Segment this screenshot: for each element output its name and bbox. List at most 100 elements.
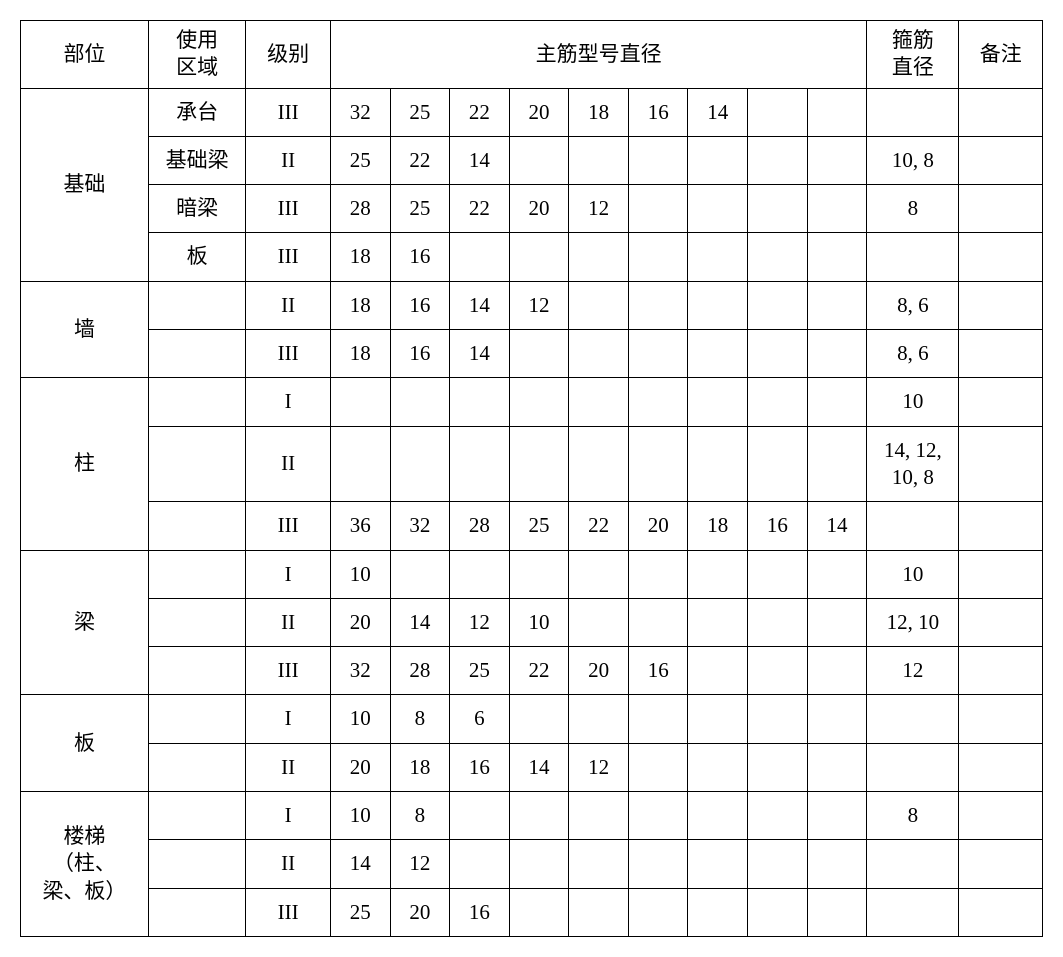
cell-rebar	[748, 426, 808, 502]
cell-rebar: 14	[450, 281, 510, 329]
cell-level: II	[246, 743, 331, 791]
rebar-spec-table: 部位 使用区域 级别 主筋型号直径 箍筋直径 备注 基础承台III3225222…	[20, 20, 1043, 937]
cell-rebar	[450, 426, 510, 502]
cell-rebar	[748, 743, 808, 791]
cell-area	[148, 647, 246, 695]
cell-remark	[959, 695, 1043, 743]
cell-rebar: 20	[628, 502, 688, 550]
cell-part: 板	[21, 695, 149, 792]
cell-area	[148, 281, 246, 329]
cell-rebar: 14	[330, 840, 390, 888]
table-header: 部位 使用区域 级别 主筋型号直径 箍筋直径 备注	[21, 21, 1043, 89]
table-row: III32282522201612	[21, 647, 1043, 695]
cell-remark	[959, 88, 1043, 136]
cell-rebar	[569, 695, 629, 743]
cell-level: I	[246, 378, 331, 426]
table-body: 基础承台III32252220181614基础梁II25221410, 8暗梁I…	[21, 88, 1043, 936]
table-row: 板I1086	[21, 695, 1043, 743]
cell-rebar	[509, 136, 569, 184]
cell-rebar	[688, 378, 748, 426]
cell-area	[148, 840, 246, 888]
cell-rebar	[748, 792, 808, 840]
cell-remark	[959, 281, 1043, 329]
cell-stirrup	[867, 840, 959, 888]
cell-rebar: 32	[330, 647, 390, 695]
cell-area: 暗梁	[148, 185, 246, 233]
cell-rebar	[688, 840, 748, 888]
cell-rebar	[688, 743, 748, 791]
cell-rebar: 16	[390, 281, 450, 329]
cell-rebar: 20	[390, 888, 450, 936]
cell-rebar	[688, 185, 748, 233]
cell-rebar	[748, 550, 808, 598]
cell-rebar	[628, 888, 688, 936]
cell-rebar	[330, 426, 390, 502]
cell-rebar	[807, 281, 867, 329]
cell-rebar	[807, 647, 867, 695]
cell-rebar: 20	[569, 647, 629, 695]
cell-rebar	[688, 233, 748, 281]
cell-rebar	[509, 550, 569, 598]
table-row: III363228252220181614	[21, 502, 1043, 550]
cell-level: I	[246, 550, 331, 598]
cell-rebar	[748, 88, 808, 136]
cell-level: II	[246, 840, 331, 888]
cell-rebar	[807, 378, 867, 426]
cell-rebar: 10	[330, 550, 390, 598]
cell-rebar	[688, 695, 748, 743]
cell-level: II	[246, 281, 331, 329]
cell-stirrup: 8	[867, 792, 959, 840]
cell-rebar	[807, 233, 867, 281]
cell-rebar: 16	[390, 233, 450, 281]
cell-level: III	[246, 502, 331, 550]
cell-rebar: 28	[390, 647, 450, 695]
cell-rebar	[628, 233, 688, 281]
cell-remark	[959, 792, 1043, 840]
cell-rebar	[509, 378, 569, 426]
cell-rebar: 12	[390, 840, 450, 888]
cell-rebar	[509, 426, 569, 502]
cell-rebar	[688, 598, 748, 646]
cell-remark	[959, 330, 1043, 378]
cell-rebar	[807, 792, 867, 840]
cell-stirrup: 10	[867, 378, 959, 426]
cell-rebar	[748, 330, 808, 378]
cell-rebar	[569, 840, 629, 888]
cell-rebar: 14	[390, 598, 450, 646]
cell-area: 板	[148, 233, 246, 281]
cell-rebar	[628, 185, 688, 233]
cell-rebar: 8	[390, 792, 450, 840]
cell-rebar	[450, 233, 510, 281]
cell-remark	[959, 598, 1043, 646]
cell-remark	[959, 502, 1043, 550]
cell-area	[148, 426, 246, 502]
cell-rebar	[628, 550, 688, 598]
cell-area	[148, 598, 246, 646]
cell-part: 柱	[21, 378, 149, 550]
cell-rebar	[450, 378, 510, 426]
cell-rebar	[509, 888, 569, 936]
cell-rebar: 16	[450, 888, 510, 936]
cell-rebar: 12	[569, 743, 629, 791]
cell-rebar: 16	[628, 647, 688, 695]
cell-area	[148, 888, 246, 936]
cell-area	[148, 378, 246, 426]
cell-part: 楼梯（柱、梁、板）	[21, 792, 149, 937]
cell-rebar	[807, 888, 867, 936]
cell-rebar: 36	[330, 502, 390, 550]
cell-rebar: 25	[330, 888, 390, 936]
cell-rebar: 14	[509, 743, 569, 791]
cell-rebar	[390, 550, 450, 598]
cell-rebar: 20	[509, 88, 569, 136]
cell-rebar: 18	[330, 281, 390, 329]
table-row: II14, 12,10, 8	[21, 426, 1043, 502]
cell-rebar: 25	[509, 502, 569, 550]
cell-area	[148, 330, 246, 378]
cell-rebar	[569, 888, 629, 936]
cell-stirrup	[867, 743, 959, 791]
cell-rebar	[509, 792, 569, 840]
cell-rebar	[688, 330, 748, 378]
cell-rebar	[807, 840, 867, 888]
cell-rebar: 22	[390, 136, 450, 184]
cell-rebar	[807, 743, 867, 791]
